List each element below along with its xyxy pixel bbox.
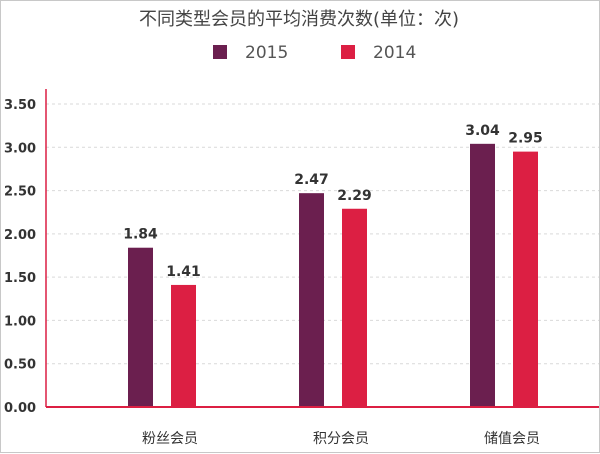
x-category-label: 积分会员 xyxy=(313,431,369,447)
y-tick-label: 3.50 xyxy=(4,98,36,113)
y-tick-label: 1.00 xyxy=(4,314,36,329)
data-labels: 1.84 1.41 2.47 2.29 3.04 2.95 xyxy=(123,123,543,280)
axes xyxy=(45,89,599,408)
data-label: 2.29 xyxy=(337,188,372,204)
bar-2015-1 xyxy=(299,193,324,407)
bar-2015-0 xyxy=(128,247,153,407)
bar-2014-1 xyxy=(342,208,367,407)
legend-label-2014: 2014 xyxy=(373,43,416,63)
x-category-label: 储值会员 xyxy=(484,431,540,447)
y-tick-label: 1.50 xyxy=(4,271,36,286)
legend-swatch-2014 xyxy=(341,45,355,59)
y-tick-label: 0.50 xyxy=(4,358,36,373)
bar-2014-0 xyxy=(171,284,196,407)
data-label: 2.47 xyxy=(294,172,329,188)
y-tick-label: 2.00 xyxy=(4,228,36,243)
y-tick-label: 2.50 xyxy=(4,185,36,200)
chart-title: 不同类型会员的平均消费次数(单位：次) xyxy=(139,9,459,30)
data-label: 1.41 xyxy=(166,264,201,280)
data-label: 1.84 xyxy=(123,227,158,243)
legend-swatch-2015 xyxy=(213,45,227,59)
bar-2015-2 xyxy=(470,143,495,407)
data-label: 2.95 xyxy=(508,131,543,147)
x-category-label: 粉丝会员 xyxy=(142,431,198,447)
y-tick-label: 3.00 xyxy=(4,141,36,156)
x-axis-categories: 粉丝会员 积分会员 储值会员 xyxy=(142,431,540,447)
y-axis-ticks: 0.00 0.50 1.00 1.50 2.00 2.50 3.00 3.50 xyxy=(4,98,36,416)
data-label: 3.04 xyxy=(465,123,500,139)
y-tick-label: 0.00 xyxy=(4,401,36,416)
legend-label-2015: 2015 xyxy=(245,43,288,63)
bar-2014-2 xyxy=(513,151,538,407)
bars xyxy=(128,143,538,407)
legend: 2015 2014 xyxy=(213,43,416,63)
